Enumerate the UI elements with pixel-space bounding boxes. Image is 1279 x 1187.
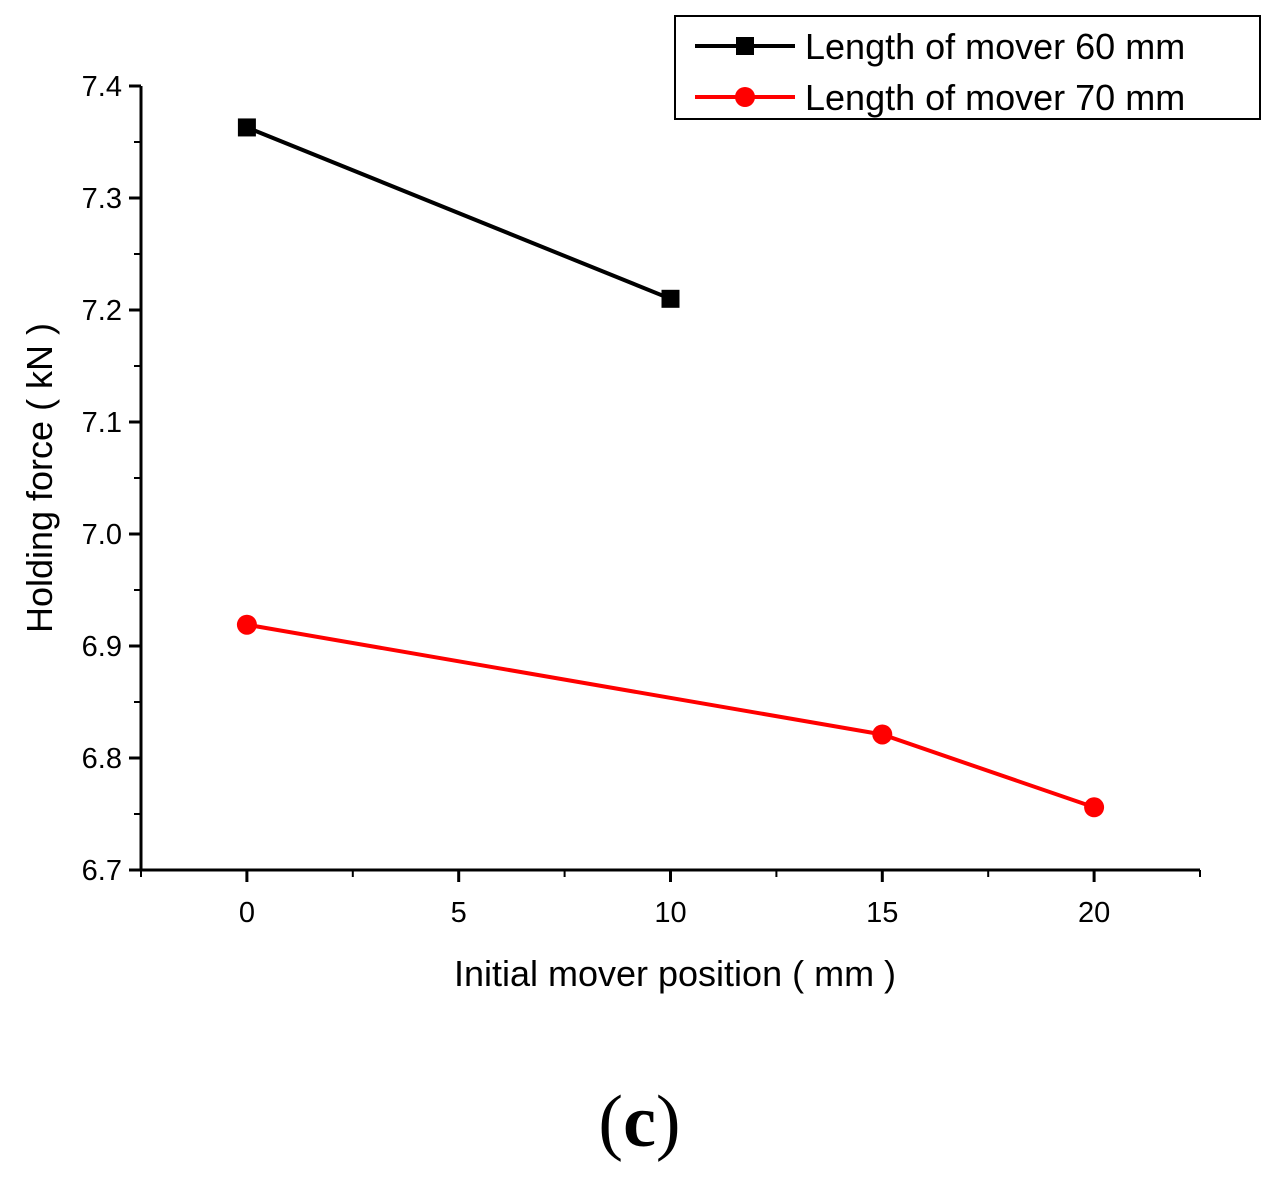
x-ticks: 0 5 10 15 20 [140,870,1201,929]
y-tick-label: 6.9 [82,631,122,663]
y-ticks: 6.7 6.8 6.9 7.0 7.1 7.2 7.3 7.4 [82,71,141,887]
legend-box [674,15,1261,120]
y-tick-label: 7.1 [82,407,122,439]
x-tick-label: 20 [1078,897,1110,929]
y-axis-title: Holding force ( kN ) [19,323,60,633]
legend-label-2: Length of mover 70 mm [805,77,1185,118]
y-tick-label: 6.7 [82,855,122,887]
data-point-circle [236,614,257,635]
panel-label-letter: c [623,1081,656,1163]
panel-label-close: ) [655,1081,681,1163]
y-tick-label: 6.8 [82,743,122,775]
x-axis-title: Initial mover position ( mm ) [454,953,896,994]
series-layer [236,118,1105,818]
data-point-circle [1084,797,1105,818]
y-tick-label: 7.2 [82,295,122,327]
x-tick-label: 10 [654,897,686,929]
panel-label: (c) [0,1085,1279,1159]
x-tick-label: 0 [239,897,255,929]
plot-area [139,86,1200,872]
data-point-square [237,118,256,137]
panel-label-open: ( [598,1081,624,1163]
series-line-2 [246,622,1095,810]
data-point-square [661,289,680,308]
legend-marker-square [736,37,754,55]
series-line-1 [246,125,672,301]
data-point-circle [872,724,893,745]
y-tick-label: 7.0 [82,519,122,551]
legend-marker-circle [735,87,755,107]
legend-label-1: Length of mover 60 mm [805,26,1185,67]
x-tick-label: 15 [866,897,898,929]
x-tick-label: 5 [451,897,467,929]
y-tick-label: 7.3 [82,183,122,215]
y-tick-label: 7.4 [82,71,122,103]
legend: Length of mover 60 mm Length of mover 70 … [674,15,1261,120]
